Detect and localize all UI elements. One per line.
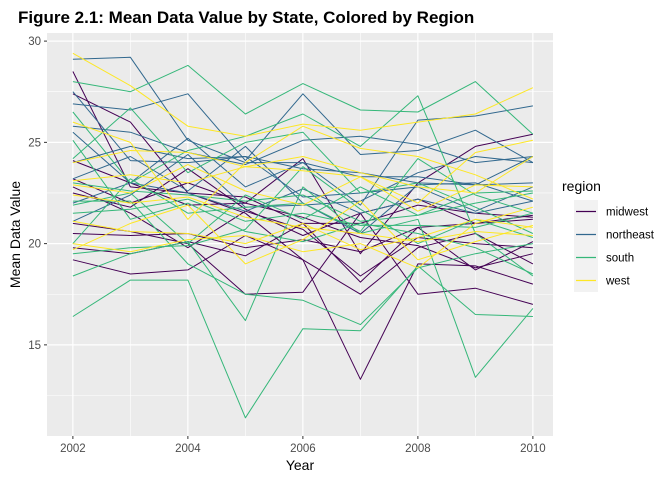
y-tick-label: 25 (28, 137, 41, 149)
x-tick-label: 2002 (60, 443, 86, 455)
y-axis: 15 20 25 30 (28, 36, 47, 352)
x-tick-label: 2004 (175, 443, 201, 455)
y-tick-label: 20 (28, 239, 41, 251)
series-line-south (72, 186, 534, 378)
series-line-west (72, 194, 533, 243)
series-line-northeast (72, 93, 534, 164)
series-line-south (72, 166, 534, 255)
legend-label-west: west (605, 276, 630, 288)
series-line-midwest (72, 168, 533, 236)
y-tick-label: 30 (28, 36, 41, 48)
series-line-west (72, 121, 534, 220)
series-line-south (72, 140, 534, 275)
series-line-south (72, 265, 533, 419)
legend-label-midwest: midwest (606, 207, 649, 219)
y-tick-label: 15 (28, 340, 41, 352)
legend-label-south: south (606, 253, 634, 265)
x-tick-label: 2008 (405, 443, 431, 455)
series-line-northeast (72, 182, 534, 214)
series-line-midwest (72, 133, 534, 255)
series-line-midwest (72, 212, 534, 305)
series-line-west (72, 218, 533, 251)
series-line-west (72, 206, 534, 269)
series-line-south (72, 64, 534, 135)
legend-title: region (562, 178, 601, 194)
series-line-northeast (72, 145, 533, 186)
series-line-south (72, 186, 533, 245)
series-line-south (72, 200, 533, 326)
series-line-west (72, 164, 533, 212)
series-line-northeast (72, 125, 533, 166)
series-line-west (72, 150, 534, 194)
x-tick-label: 2010 (520, 443, 546, 455)
series-line-south (72, 198, 534, 228)
legend: region midwest northeast south west (562, 178, 655, 292)
series-line-west (72, 139, 534, 204)
series-line-south (72, 107, 534, 234)
series-line-west (72, 52, 534, 137)
x-tick-label: 2006 (290, 443, 316, 455)
plot-area (72, 52, 534, 419)
series-line-south (72, 158, 534, 244)
series-line-south (72, 95, 534, 277)
series-line-south (72, 182, 533, 222)
chart-title: Figure 2.1: Mean Data Value by State, Co… (18, 8, 474, 27)
series-line-midwest (72, 186, 533, 277)
series-line-west (72, 200, 534, 265)
x-axis: 2002 2004 2006 2008 2010 (60, 436, 546, 455)
series-line-northeast (72, 91, 534, 212)
y-axis-title: Mean Data Value (7, 181, 23, 288)
series-lines (72, 52, 534, 419)
x-axis-title: Year (286, 457, 315, 473)
legend-label-northeast: northeast (606, 230, 655, 242)
